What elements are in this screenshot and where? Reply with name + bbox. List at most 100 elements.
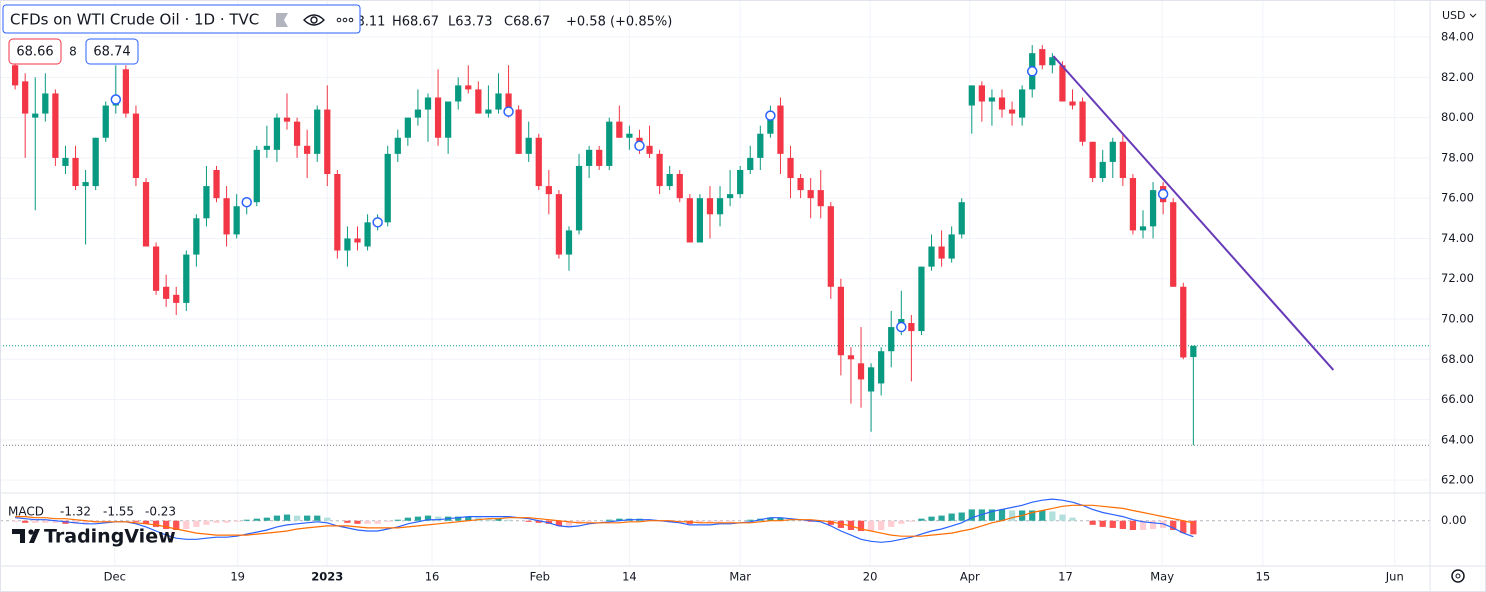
event-marker: [1157, 188, 1169, 200]
macd-histogram-bar: [223, 520, 230, 523]
macd-histogram-bar: [585, 520, 593, 522]
macd-histogram-bar: [767, 517, 774, 521]
macd-value: -1.55: [103, 505, 134, 519]
brand-logo-dot: [28, 529, 34, 535]
event-marker: [110, 94, 122, 105]
macd-histogram-bar: [213, 520, 220, 523]
candle-body: [434, 97, 442, 138]
macd-histogram-bar: [374, 520, 381, 524]
event-marker: [503, 106, 514, 117]
candle-body: [938, 246, 945, 259]
bid-box[interactable]: [8, 38, 62, 65]
macd-histogram-bar: [998, 509, 1006, 521]
candle-body: [676, 174, 683, 199]
candle-body: [465, 85, 472, 90]
overlay-layer: [110, 55, 1335, 371]
candle-body: [414, 109, 422, 118]
candle-body: [958, 202, 965, 235]
macd-histogram-bar: [424, 515, 432, 521]
candle-body: [686, 198, 693, 243]
candle-body: [505, 93, 512, 110]
macd-histogram-bar: [142, 520, 150, 524]
candle-body: [455, 85, 462, 102]
macd-histogram-bar: [1059, 514, 1066, 521]
candle-body: [878, 351, 885, 384]
candle-body: [737, 169, 744, 195]
ohlc-low: L63.73: [448, 15, 492, 30]
bid-ask[interactable]: 68.66 8 68.74: [8, 38, 139, 65]
macd-histogram-bar: [263, 517, 270, 521]
candle-body: [132, 113, 140, 179]
macd-histogram-bar: [233, 520, 240, 522]
macd-tick-label: 0.00: [1441, 513, 1467, 527]
macd-histogram-bar: [485, 518, 492, 521]
candle-body: [11, 65, 19, 86]
signal-line: [15, 504, 1194, 537]
candle-body: [1039, 49, 1046, 66]
x-tick-label: Jun: [1385, 570, 1404, 584]
y-tick-label: 68.00: [1441, 352, 1474, 366]
ask-box[interactable]: [85, 38, 139, 65]
macd-histogram-bar: [11, 520, 19, 522]
candle-body: [364, 222, 371, 247]
currency[interactable]: USD: [1442, 9, 1466, 22]
candle-body: [726, 194, 734, 199]
macd-histogram-bar: [1089, 520, 1096, 525]
menu-dot[interactable]: [336, 17, 342, 23]
macd-histogram-bar: [163, 520, 170, 529]
menu-dot[interactable]: [348, 17, 354, 23]
x-tick-label: May: [1150, 570, 1174, 584]
macd-histogram-bar: [42, 520, 49, 523]
candle-body: [978, 85, 985, 102]
candle-body: [1129, 178, 1137, 231]
currency-caret[interactable]: [1469, 13, 1477, 18]
gear[interactable]: [1451, 569, 1465, 583]
event-marker: [1026, 66, 1038, 77]
brand[interactable]: TradingView: [12, 526, 176, 548]
macd-histogram-bar: [535, 520, 542, 523]
candle-body: [354, 238, 361, 243]
candle-body: [223, 198, 230, 235]
candle-body: [203, 186, 210, 219]
settings-icon[interactable]: [1451, 569, 1465, 583]
macd-histogram-bar: [606, 519, 613, 521]
candle-body: [183, 254, 190, 303]
candle-body: [988, 97, 996, 102]
candle-body: [515, 109, 522, 154]
candle-body: [1079, 101, 1086, 142]
candle-body: [344, 238, 351, 251]
eye-icon[interactable]: [303, 14, 325, 26]
y-tick-label: 74.00: [1441, 231, 1474, 245]
flag-icon[interactable]: [276, 13, 288, 27]
candle-body: [656, 153, 663, 187]
x-tick-label: 17: [1058, 570, 1073, 584]
candle-body: [1089, 141, 1096, 179]
macd-histogram-bar: [968, 509, 975, 521]
candle-body: [384, 153, 391, 223]
candle-body: [1019, 89, 1026, 118]
candle-body: [283, 117, 291, 122]
candle-body: [1119, 141, 1126, 179]
macd-histogram-bar: [1109, 520, 1116, 528]
macd-histogram-bar: [82, 520, 89, 524]
ohlc-header: O68.11 H68.67 L63.73 C68.67 +0.58 (+0.85…: [338, 15, 672, 30]
candle-body: [545, 186, 552, 195]
title-frame[interactable]: [2, 4, 361, 34]
macd-histogram-bar: [918, 518, 925, 521]
y-tick-label: 78.00: [1441, 150, 1474, 164]
candle-body: [102, 105, 109, 138]
menu-dot[interactable]: [342, 17, 348, 23]
candle-body: [263, 145, 270, 150]
macd-histogram-bar: [434, 516, 442, 521]
macd-histogram-bar: [173, 520, 180, 530]
candle-body: [857, 363, 865, 380]
macd-histogram-bar: [525, 520, 532, 522]
candle-body: [1069, 101, 1076, 106]
candle-body: [1008, 109, 1016, 114]
candle-body: [575, 165, 583, 231]
title-box[interactable]: CFDs on WTI Crude Oil · 1D · TVC: [2, 4, 361, 34]
macd-histogram-bar: [565, 520, 573, 526]
macd-histogram-bar: [132, 520, 140, 522]
macd-histogram-bar: [827, 520, 834, 525]
